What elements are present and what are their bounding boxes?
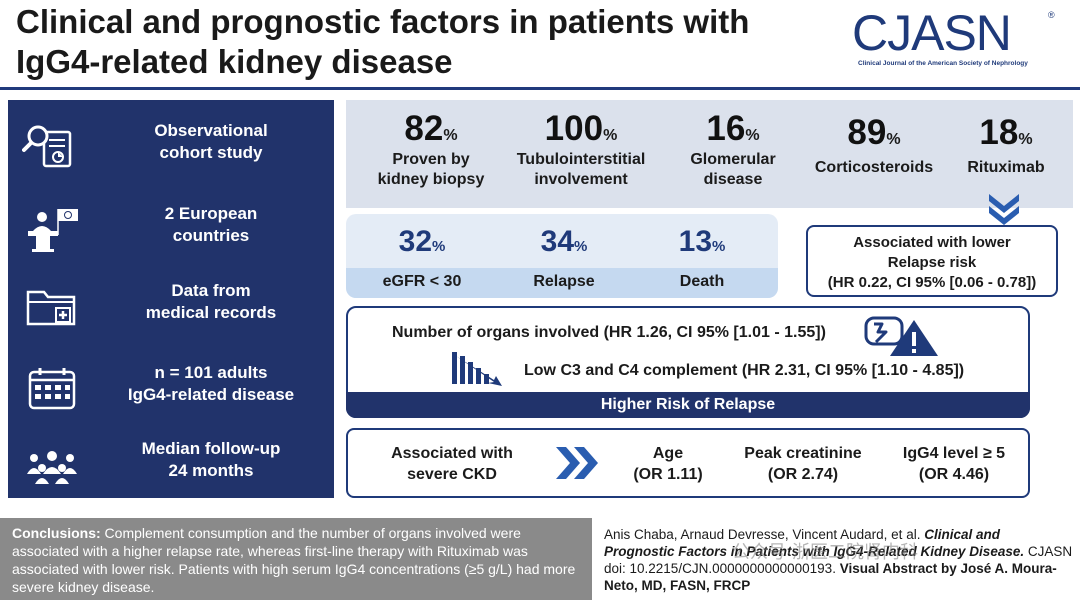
sidebar-line-1: 2 European xyxy=(164,204,258,223)
logo-wordmark: CJASN xyxy=(852,5,1012,61)
study-design-sidebar: Observational cohort study 2 European co… xyxy=(8,100,334,498)
stat-label-1: Tubulointerstitial xyxy=(516,151,646,168)
stat-label-1: Proven by xyxy=(392,151,470,168)
stat-percent: % xyxy=(443,127,458,144)
outcome-egfr-value: 32% xyxy=(370,224,474,260)
sidebar-line-2: 24 months xyxy=(168,461,254,480)
citation-credit: Visual Abstract by José A. Moura-Neto, M… xyxy=(604,561,1057,593)
citation-title: Clinical and Prognostic Factors in Patie… xyxy=(604,527,1025,559)
kidney-alert-icon xyxy=(864,316,938,356)
sidebar-line-1: n = 101 adults xyxy=(154,363,268,382)
ckd-factor-line-1: Peak creatinine xyxy=(744,445,862,462)
registered-mark: ® xyxy=(1048,10,1055,20)
stat-value: 34 xyxy=(540,225,575,258)
wechat-watermark: 公众号·浙医二院肾内科 xyxy=(732,542,918,562)
severe-ckd-panel xyxy=(346,428,1030,498)
ckd-heading: Associated with severe CKD xyxy=(372,443,532,485)
stat-value: 82 xyxy=(404,109,444,148)
ckd-factor-age: Age (OR 1.11) xyxy=(618,443,718,485)
sidebar-line-2: IgG4-related disease xyxy=(127,385,295,404)
stat-percent: % xyxy=(745,127,760,144)
magnifier-document-icon xyxy=(22,125,72,168)
higher-risk-relapse-bar: Higher Risk of Relapse xyxy=(346,392,1030,418)
stat-percent: % xyxy=(1018,131,1033,148)
stat-value: 18 xyxy=(979,113,1019,152)
stat-value: 100 xyxy=(544,109,604,148)
stat-label-2: disease xyxy=(703,171,763,188)
stat-value: 16 xyxy=(706,109,746,148)
ckd-factor-creatinine: Peak creatinine (OR 2.74) xyxy=(732,443,874,485)
conclusions-text: Complement consumption and the number of… xyxy=(12,525,576,595)
ckd-factor-line-1: IgG4 level ≥ 5 xyxy=(902,445,1006,462)
ckd-heading-line-2: severe CKD xyxy=(407,466,497,483)
sidebar-line-1: Observational xyxy=(154,121,268,140)
sidebar-line-1: Median follow-up xyxy=(141,439,281,458)
header-divider xyxy=(0,87,1080,90)
sidebar-line-1: Data from xyxy=(171,281,251,300)
stat-value: 32 xyxy=(398,225,433,258)
stat-percent: % xyxy=(712,238,726,255)
sidebar-item-study-type: Observational cohort study xyxy=(8,112,334,182)
sidebar-item-data-source: Data from medical records xyxy=(8,272,334,342)
ckd-factor-igg4: IgG4 level ≥ 5 (OR 4.46) xyxy=(888,443,1020,485)
ckd-factor-line-2: (OR 4.46) xyxy=(918,466,990,483)
conclusions-box: Conclusions: Complement consumption and … xyxy=(0,518,592,600)
stat-label-1: Glomerular xyxy=(690,151,776,168)
stat-rituximab: 18% Rituximab xyxy=(956,112,1056,178)
chevron-right-icon xyxy=(556,447,598,479)
sidebar-line-2: countries xyxy=(172,226,250,245)
stat-percent: % xyxy=(603,127,618,144)
outcome-egfr-label: eGFR < 30 xyxy=(382,273,462,290)
stat-label-2: kidney biopsy xyxy=(377,171,485,188)
speaker-podium-icon xyxy=(28,209,78,252)
sidebar-line-2: cohort study xyxy=(159,143,263,162)
title-line-2: IgG4-related kidney disease xyxy=(16,43,453,80)
stat-value: 89 xyxy=(847,113,887,152)
title-line-1: Clinical and prognostic factors in patie… xyxy=(16,3,750,40)
outcome-relapse-value: 34% xyxy=(512,224,616,260)
cjasn-logo: CJASN ® Clinical Journal of the American… xyxy=(852,8,1062,68)
outcome-death-value: 13% xyxy=(650,224,754,260)
stat-corticosteroids: 89% Corticosteroids xyxy=(806,112,942,178)
organs-involved-finding: Number of organs involved (HR 1.26, CI 9… xyxy=(392,324,826,341)
chevron-down-icon xyxy=(989,194,1019,225)
baseline-characteristics-panel: 82% Proven by kidney biopsy 100% Tubuloi… xyxy=(346,100,1073,208)
stat-glomerular: 16% Glomerular disease xyxy=(668,108,798,190)
lower-relapse-line-3: (HR 0.22, CI 95% [0.06 - 0.78]) xyxy=(827,274,1037,291)
ckd-factor-line-1: Age xyxy=(652,445,684,462)
stat-label-1: Rituximab xyxy=(967,159,1045,176)
stat-label-1: Corticosteroids xyxy=(814,159,934,176)
rituximab-lower-relapse-box: Associated with lower Relapse risk (HR 0… xyxy=(806,225,1058,297)
complement-finding: Low C3 and C4 complement (HR 2.31, CI 95… xyxy=(524,362,965,379)
citation: Anis Chaba, Arnaud Devresse, Vincent Aud… xyxy=(604,526,1074,594)
lower-relapse-line-1: Associated with lower xyxy=(853,234,1011,251)
ckd-heading-line-1: Associated with xyxy=(391,445,513,462)
conclusions-label: Conclusions: xyxy=(12,525,101,541)
stat-label-2: involvement xyxy=(534,171,628,188)
page-title: Clinical and prognostic factors in patie… xyxy=(16,2,836,82)
stat-percent: % xyxy=(432,238,446,255)
calendar-icon xyxy=(28,368,76,410)
stat-value: 13 xyxy=(678,225,713,258)
lower-relapse-line-2: Relapse risk xyxy=(887,254,977,271)
outcomes-label-bar xyxy=(346,268,778,298)
stat-percent: % xyxy=(574,238,588,255)
logo-subtitle: Clinical Journal of the American Society… xyxy=(858,60,1028,67)
medical-folder-icon xyxy=(26,290,76,326)
stat-tubulointerstitial: 100% Tubulointerstitial involvement xyxy=(506,108,656,190)
sidebar-item-follow-up: Median follow-up 24 months xyxy=(8,430,334,500)
sidebar-item-sample-size: n = 101 adults IgG4-related disease xyxy=(8,354,334,424)
citation-doi: CJASN doi: 10.2215/CJN.0000000000000193. xyxy=(604,544,1073,576)
people-group-icon xyxy=(27,451,77,484)
citation-authors: Anis Chaba, Arnaud Devresse, Vincent Aud… xyxy=(604,527,925,542)
outcome-death-label: Death xyxy=(679,273,725,290)
sidebar-item-countries: 2 European countries xyxy=(8,195,334,265)
declining-bars-icon xyxy=(452,352,502,386)
stat-biopsy: 82% Proven by kidney biopsy xyxy=(356,108,506,190)
ckd-factor-line-2: (OR 2.74) xyxy=(767,466,839,483)
stat-percent: % xyxy=(886,131,901,148)
sidebar-line-2: medical records xyxy=(145,303,277,322)
ckd-factor-line-2: (OR 1.11) xyxy=(633,466,703,483)
outcome-relapse-label: Relapse xyxy=(533,273,595,290)
